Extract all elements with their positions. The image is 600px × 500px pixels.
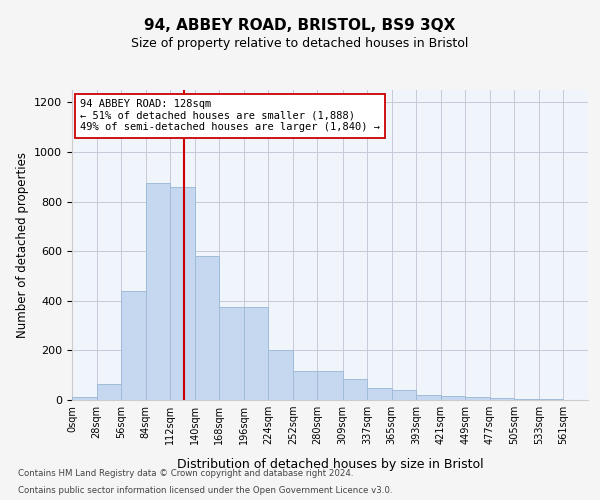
Text: Contains public sector information licensed under the Open Government Licence v3: Contains public sector information licen… <box>18 486 392 495</box>
Bar <box>146 183 170 400</box>
Text: Contains HM Land Registry data © Crown copyright and database right 2024.: Contains HM Land Registry data © Crown c… <box>18 468 353 477</box>
Bar <box>194 256 219 400</box>
Bar <box>490 398 514 400</box>
Bar <box>441 396 466 400</box>
Bar <box>219 307 244 400</box>
Bar <box>514 399 539 400</box>
Bar <box>343 379 367 400</box>
Bar <box>317 372 343 400</box>
Bar <box>72 397 97 400</box>
Y-axis label: Number of detached properties: Number of detached properties <box>16 152 29 338</box>
Text: 94, ABBEY ROAD, BRISTOL, BS9 3QX: 94, ABBEY ROAD, BRISTOL, BS9 3QX <box>145 18 455 32</box>
Bar <box>466 397 490 400</box>
Bar <box>121 291 146 400</box>
Bar <box>416 394 441 400</box>
Text: Size of property relative to detached houses in Bristol: Size of property relative to detached ho… <box>131 38 469 51</box>
Bar <box>170 186 194 400</box>
Bar <box>392 390 416 400</box>
Bar <box>268 350 293 400</box>
Bar <box>293 372 317 400</box>
Bar <box>367 388 392 400</box>
X-axis label: Distribution of detached houses by size in Bristol: Distribution of detached houses by size … <box>176 458 484 471</box>
Bar <box>97 384 121 400</box>
Bar <box>244 307 268 400</box>
Text: 94 ABBEY ROAD: 128sqm
← 51% of detached houses are smaller (1,888)
49% of semi-d: 94 ABBEY ROAD: 128sqm ← 51% of detached … <box>80 100 380 132</box>
